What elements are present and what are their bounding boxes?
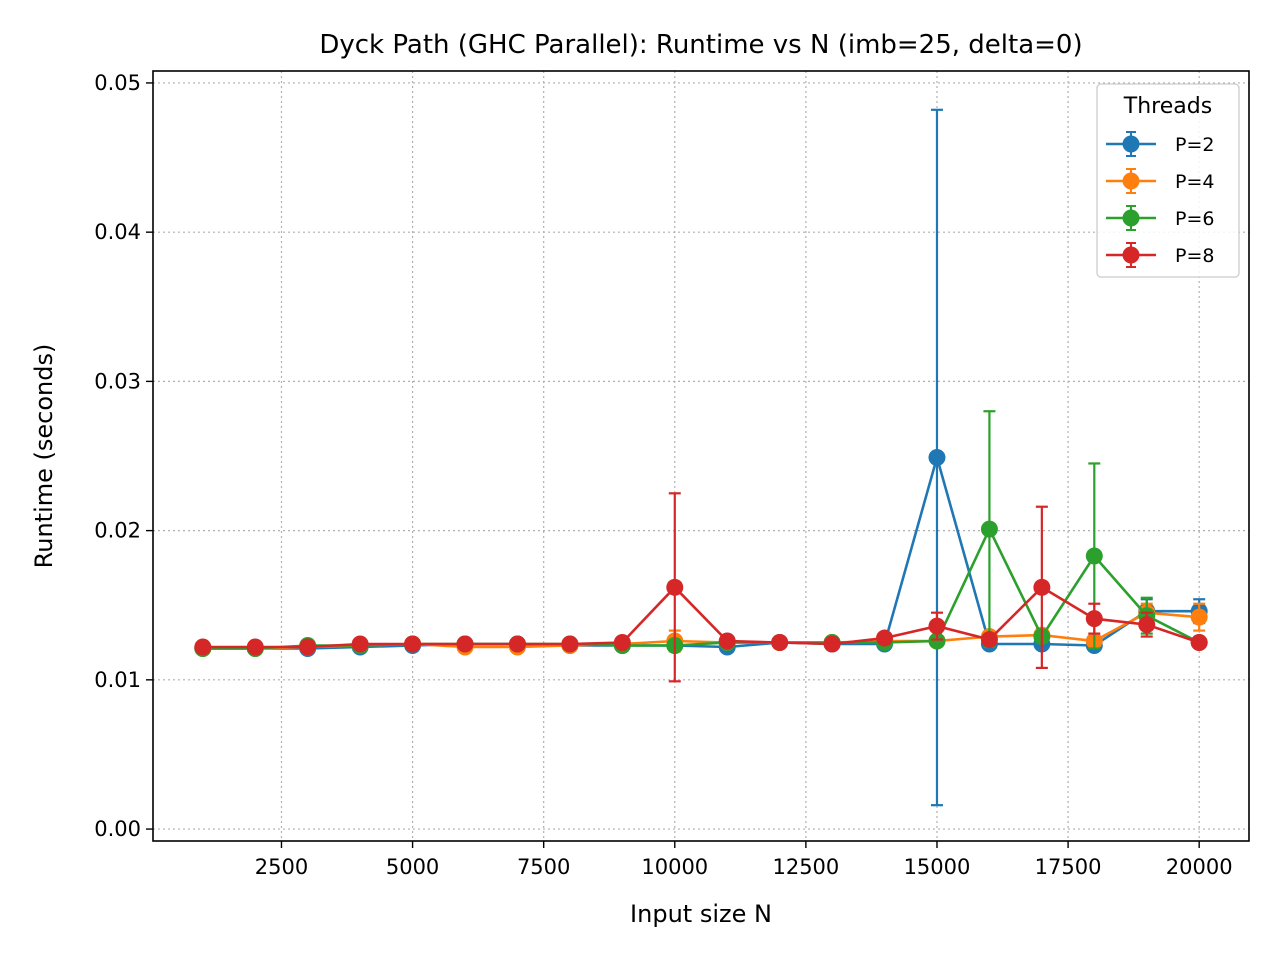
plot-series xyxy=(194,108,1208,807)
data-point xyxy=(718,632,736,650)
data-point xyxy=(980,631,998,649)
legend-label: P=8 xyxy=(1175,245,1214,267)
data-point xyxy=(404,635,422,653)
chart-title: Dyck Path (GHC Parallel): Runtime vs N (… xyxy=(319,30,1082,60)
legend-item: P=2 xyxy=(1106,131,1214,157)
data-point xyxy=(246,638,264,656)
x-tick-label: 15000 xyxy=(904,855,971,879)
legend-label: P=6 xyxy=(1175,208,1214,230)
y-tick-label: 0.00 xyxy=(94,817,141,841)
data-point xyxy=(1085,610,1103,628)
x-tick-label: 20000 xyxy=(1166,855,1233,879)
data-point xyxy=(876,629,894,647)
data-point xyxy=(666,578,684,596)
legend-items: P=2 P=4 P=6 P=8 xyxy=(1106,131,1214,268)
x-tick-label: 7500 xyxy=(517,855,570,879)
data-point xyxy=(928,632,946,650)
series-line xyxy=(202,452,1200,650)
y-tick-label: 0.01 xyxy=(94,668,141,692)
data-point xyxy=(194,638,212,656)
data-point xyxy=(1190,634,1208,652)
legend-item: P=4 xyxy=(1106,168,1214,194)
x-tick-label: 12500 xyxy=(772,855,839,879)
data-point xyxy=(928,448,946,466)
legend-marker xyxy=(1122,135,1140,153)
legend-label: P=2 xyxy=(1175,134,1214,156)
x-tick-label: 5000 xyxy=(386,855,439,879)
legend-item: P=8 xyxy=(1106,242,1214,268)
y-tick-label: 0.02 xyxy=(94,519,141,543)
legend: Threads P=2 P=4 P=6 P=8 xyxy=(1096,83,1240,278)
data-point xyxy=(1085,547,1103,565)
x-tick-label: 17500 xyxy=(1035,855,1102,879)
x-axis-ticks: 2500 5000 7500 10000 12500 15000 17500 20000 xyxy=(255,841,1233,879)
data-point xyxy=(613,634,631,652)
x-tick-label: 10000 xyxy=(641,855,708,879)
data-point xyxy=(1138,616,1156,634)
legend-label: P=4 xyxy=(1175,171,1214,193)
data-point xyxy=(456,635,474,653)
legend-marker xyxy=(1122,172,1140,190)
legend-title: Threads xyxy=(1123,94,1212,119)
data-point xyxy=(1190,608,1208,626)
y-tick-label: 0.05 xyxy=(94,71,141,95)
data-point xyxy=(299,638,317,656)
y-axis-ticks: 0.00 0.01 0.02 0.03 0.04 0.05 xyxy=(94,71,153,841)
data-point xyxy=(561,635,579,653)
y-axis-label: Runtime (seconds) xyxy=(30,344,58,569)
legend-item: P=6 xyxy=(1106,205,1214,231)
x-tick-label: 2500 xyxy=(255,855,308,879)
x-axis-label: Input size N xyxy=(630,900,772,928)
data-point xyxy=(508,635,526,653)
legend-marker xyxy=(1122,246,1140,264)
legend-marker xyxy=(1122,209,1140,227)
y-tick-label: 0.04 xyxy=(94,220,141,244)
data-point xyxy=(928,617,946,635)
data-point xyxy=(351,635,369,653)
data-point xyxy=(980,520,998,538)
series-line xyxy=(202,585,1200,649)
y-tick-label: 0.03 xyxy=(94,369,141,393)
data-point xyxy=(823,635,841,653)
data-point xyxy=(1033,578,1051,596)
plot-frame xyxy=(152,70,1250,842)
series-p-8 xyxy=(194,492,1208,683)
data-point xyxy=(771,634,789,652)
